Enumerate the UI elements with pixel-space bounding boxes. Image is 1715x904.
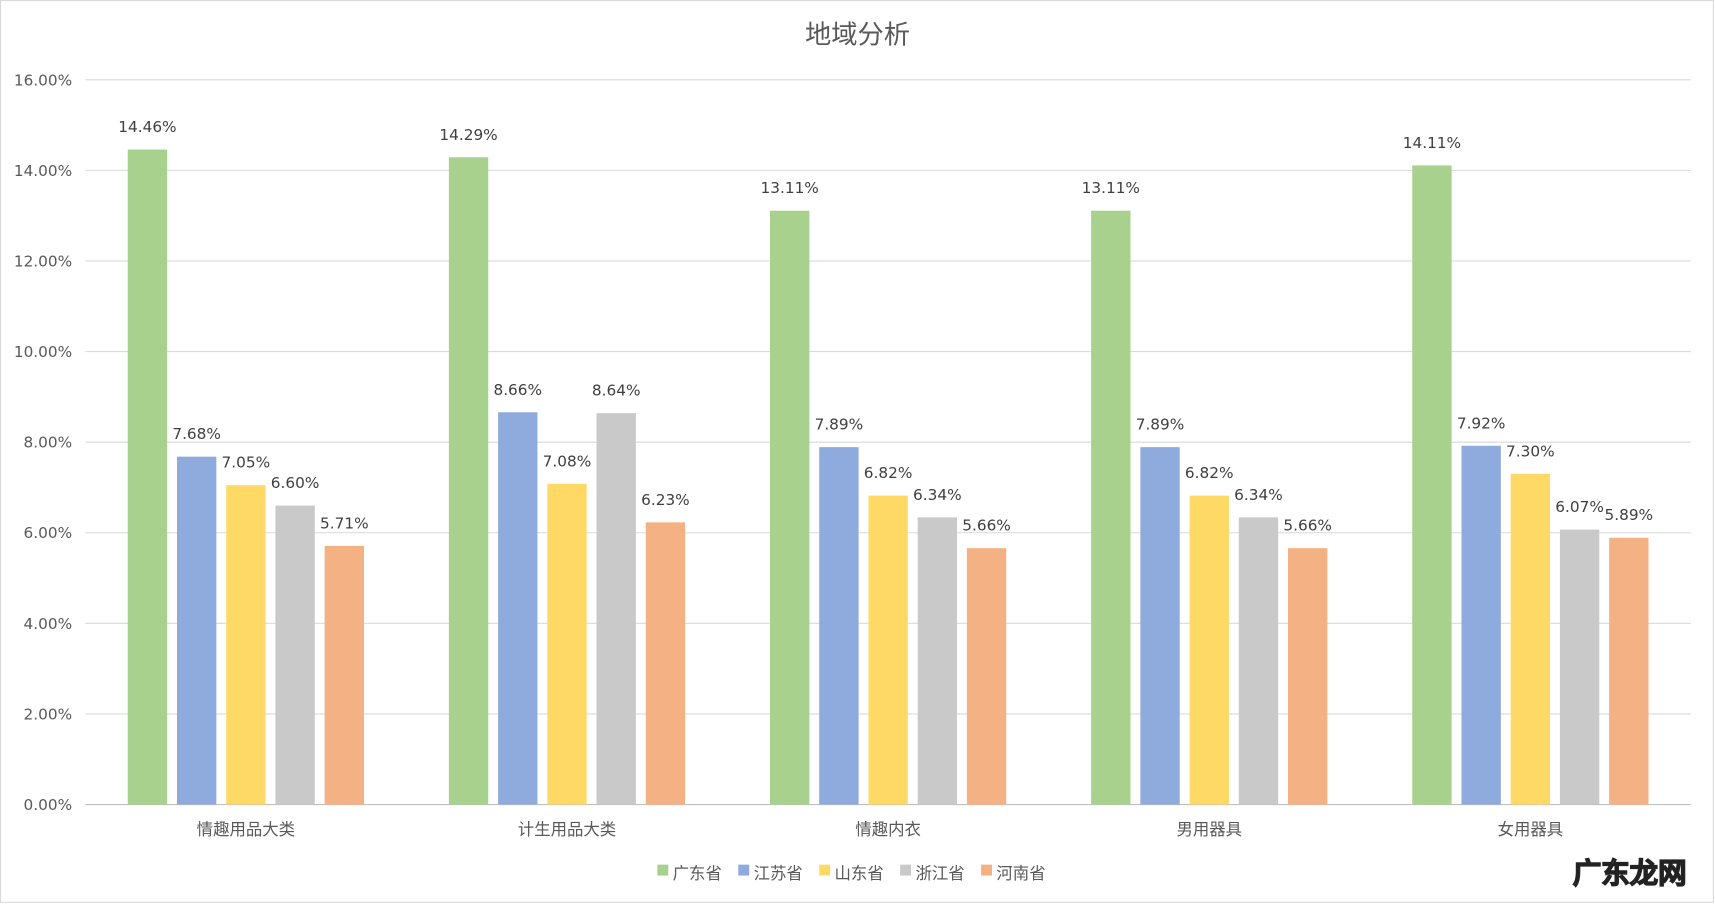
legend-label: 江苏省 [754,864,803,883]
data-label: 5.66% [962,517,1011,535]
x-tick-label: 女用器具 [1498,820,1564,839]
bars [127,149,1649,805]
bar [1238,517,1279,805]
data-label: 5.71% [320,514,369,532]
x-tick-label: 计生用品大类 [518,820,616,839]
data-label: 6.82% [864,464,913,482]
data-label: 6.07% [1555,498,1604,516]
x-tick-label: 情趣内衣 [855,820,921,839]
data-label: 13.11% [1082,179,1140,197]
data-label: 7.30% [1506,442,1555,460]
data-label: 6.82% [1185,464,1234,482]
bar [1609,537,1649,805]
y-tick-label: 4.00% [24,615,73,633]
data-label: 7.08% [543,452,592,470]
y-tick-label: 0.00% [24,796,73,814]
bar [596,413,636,805]
bar [819,447,859,805]
data-label: 5.66% [1283,517,1332,535]
legend-label: 浙江省 [915,864,964,883]
legend-label: 山东省 [835,864,884,883]
y-tick-label: 2.00% [24,705,73,723]
bar [1412,165,1452,805]
y-tick-label: 16.00% [14,71,72,89]
bar [127,149,168,805]
data-label: 8.66% [493,381,542,399]
legend-swatch [657,864,669,876]
data-labels: 14.46% 7.68%7.05%6.60% 5.71% 14.29% 8.66% 7.0… [118,118,1653,535]
bar [547,483,587,805]
x-tick-label: 情趣用品大类 [197,820,295,839]
bar [1288,548,1328,805]
data-label: 7.05% [222,454,271,472]
bar [770,210,810,805]
data-label: 6.60% [271,474,320,492]
legend-label: 广东省 [673,864,722,883]
bar [226,485,266,805]
data-label: 14.46% [118,118,176,136]
bar [324,545,364,805]
bar [1091,210,1131,805]
legend-swatch [900,864,912,876]
legend-swatch [819,864,831,876]
data-label: 6.34% [1234,486,1283,504]
bar [1559,529,1600,805]
bar [917,517,958,805]
x-tick-label: 男用器具 [1176,820,1242,839]
bar [176,456,217,805]
watermark: 广东龙网 [1573,857,1687,890]
y-axis-ticks: 0.00% 2.00% 4.00% 6.00% 8.00% 10.00% 12.00% 14.… [14,71,72,814]
y-tick-label: 6.00% [24,524,73,542]
data-label: 7.92% [1457,414,1506,432]
legend-label: 河南省 [996,864,1045,883]
bar [1510,473,1551,805]
legend-swatch [981,864,993,876]
y-tick-label: 10.00% [14,343,72,361]
data-label: 7.89% [1136,416,1185,434]
bar [275,505,315,805]
y-tick-label: 12.00% [14,252,72,270]
data-label: 7.68% [172,425,221,443]
y-tick-label: 14.00% [14,162,72,180]
bar [498,412,538,805]
bar [645,522,686,805]
bar [966,548,1007,805]
chart-title: 地域分析 [805,21,910,51]
data-label: 14.29% [439,126,497,144]
data-label: 13.11% [761,179,819,197]
x-axis-ticks: 情趣用品大类 计生用品大类 情趣内衣 男用器具 女用器具 [197,820,1563,839]
data-label: 5.89% [1605,506,1654,524]
data-label: 6.34% [913,486,962,504]
data-label: 7.89% [815,416,864,434]
bar [448,157,489,805]
data-label: 8.64% [592,382,641,400]
legend: 广东省 江苏省 山东省 浙江省 河南省 [657,864,1046,883]
data-label: 14.11% [1403,134,1461,152]
bar [1189,495,1229,805]
y-tick-label: 8.00% [24,434,73,452]
bar [1461,445,1501,805]
bar [868,495,908,805]
data-label: 6.23% [641,491,690,509]
bar [1140,447,1180,805]
legend-swatch [738,864,750,876]
